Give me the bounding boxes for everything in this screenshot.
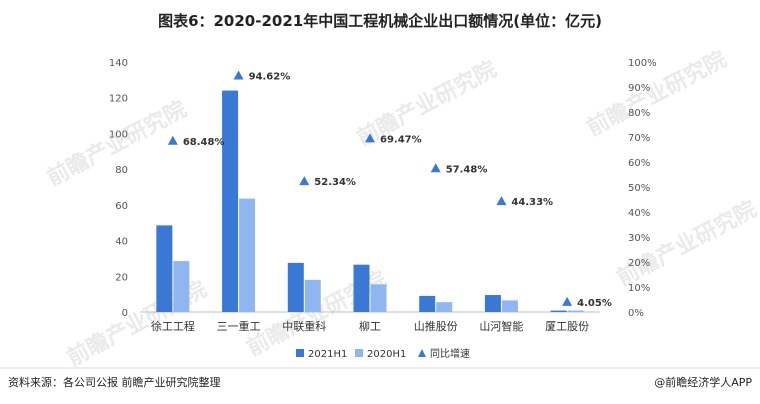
right-tick-label: 90% xyxy=(628,83,650,94)
category-label: 中联重科 xyxy=(282,319,326,333)
right-tick-label: 100% xyxy=(628,58,657,69)
bar-2020h1 xyxy=(304,279,321,312)
growth-label: 4.05% xyxy=(577,298,612,309)
left-tick-label: 20 xyxy=(115,272,128,283)
bar-2020h1 xyxy=(370,284,387,312)
growth-marker xyxy=(167,135,178,145)
left-tick-label: 120 xyxy=(109,94,128,105)
left-tick-label: 100 xyxy=(109,129,128,140)
right-tick-label: 10% xyxy=(628,283,650,294)
left-tick-label: 40 xyxy=(115,237,128,248)
growth-marker xyxy=(562,296,573,306)
category-label: 山河智能 xyxy=(479,319,523,333)
growth-label: 57.48% xyxy=(446,164,488,175)
growth-label: 52.34% xyxy=(314,177,356,188)
bar-2021h1 xyxy=(156,225,173,312)
category-label: 柳工 xyxy=(359,319,381,333)
growth-label: 69.47% xyxy=(380,134,422,145)
right-tick-label: 50% xyxy=(628,183,650,194)
bar-2020h1 xyxy=(436,302,453,312)
growth-marker-layer: 68.48% 94.62% 52.34% 69.47% 57.48% 44.33% 4.05… xyxy=(167,70,612,309)
growth-label: 68.48% xyxy=(183,137,225,148)
bar-2021h1 xyxy=(419,295,436,312)
bar-2021h1 xyxy=(353,264,370,312)
bar-2020h1 xyxy=(567,310,584,312)
growth-marker xyxy=(496,196,507,206)
legend-label-growth: 同比增速 xyxy=(430,347,470,360)
right-tick-label: 70% xyxy=(628,133,650,144)
legend-swatch-2020h1 xyxy=(355,349,363,357)
left-tick-label: 80 xyxy=(115,165,128,176)
right-tick-label: 80% xyxy=(628,108,650,119)
left-tick-label: 140 xyxy=(109,58,128,69)
watermark-text: 前瞻产业研究院 xyxy=(583,46,731,141)
bar-2020h1 xyxy=(173,261,190,312)
category-label: 厦工股份 xyxy=(545,320,589,333)
category-label: 三一重工 xyxy=(217,319,261,333)
legend-label-2021h1: 2021H1 xyxy=(308,349,347,360)
right-axis: 0% 10% 20% 30% 40% 50% 60% 70% 80% 90% 100% xyxy=(628,58,657,319)
watermark-text: 前瞻产业研究院 xyxy=(353,56,501,151)
bar-2020h1 xyxy=(501,300,518,312)
legend: 2021H1 2020H1 同比增速 xyxy=(296,347,470,360)
chart-title: 图表6：2020-2021年中国工程机械企业出口额情况(单位：亿元) xyxy=(158,12,602,30)
legend-swatch-2021h1 xyxy=(296,349,304,357)
bar-2021h1 xyxy=(287,262,304,312)
left-tick-label: 0 xyxy=(122,308,128,319)
right-tick-label: 20% xyxy=(628,258,650,269)
legend-label-2020h1: 2020H1 xyxy=(367,349,406,360)
growth-label: 94.62% xyxy=(249,71,291,82)
bar-layer xyxy=(156,90,584,312)
growth-marker xyxy=(430,163,441,173)
growth-marker xyxy=(233,70,244,80)
category-labels: 徐工工程 三一重工 中联重科 柳工 山推股份 山河智能 厦工股份 xyxy=(151,319,589,333)
category-label: 山推股份 xyxy=(414,319,458,333)
left-tick-label: 60 xyxy=(115,201,128,212)
right-tick-label: 30% xyxy=(628,233,650,244)
footer-credit: @前瞻经济学人APP xyxy=(654,375,752,389)
growth-marker xyxy=(299,176,310,186)
bar-2021h1 xyxy=(550,310,567,312)
left-axis: 0 20 40 60 80 100 120 140 xyxy=(109,58,128,319)
right-tick-label: 40% xyxy=(628,208,650,219)
growth-marker xyxy=(365,133,375,143)
bar-2020h1 xyxy=(239,198,256,312)
right-tick-label: 0% xyxy=(628,308,644,319)
legend-triangle-icon xyxy=(418,349,426,357)
growth-label: 44.33% xyxy=(511,197,553,208)
bar-2021h1 xyxy=(484,295,501,312)
category-label: 徐工工程 xyxy=(151,319,195,333)
right-tick-label: 60% xyxy=(628,158,650,169)
bar-2021h1 xyxy=(222,90,239,312)
footer-source: 资料来源：各公司公报 前瞻产业研究院整理 xyxy=(8,375,221,389)
